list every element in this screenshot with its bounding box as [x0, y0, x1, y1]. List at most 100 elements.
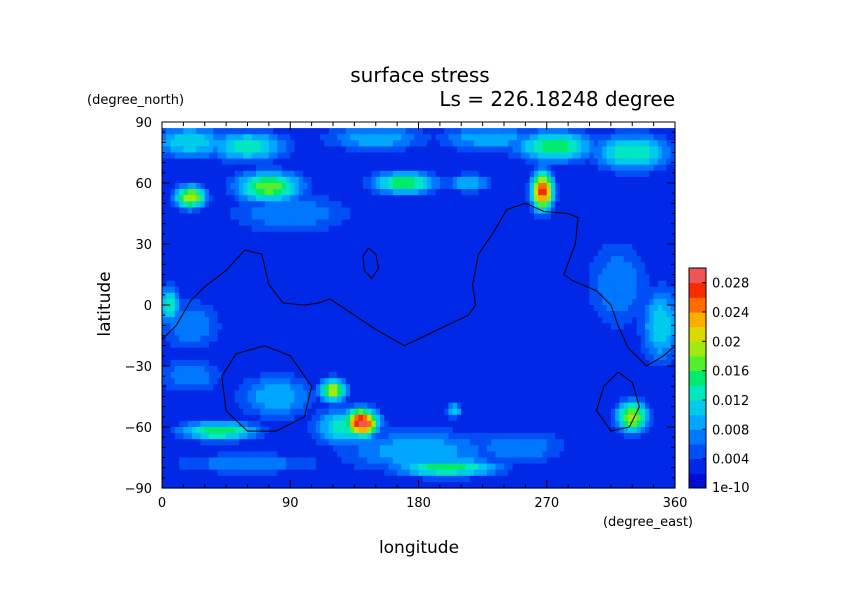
- heatmap-cell: [418, 292, 424, 300]
- heatmap-cell: [414, 152, 420, 160]
- heatmap-cell: [384, 359, 390, 367]
- heatmap-cell: [375, 183, 381, 190]
- heatmap-cell: [209, 359, 214, 367]
- heatmap-cell: [166, 152, 172, 160]
- heatmap-cell: [213, 170, 219, 178]
- heatmap-cell: [636, 176, 642, 184]
- heatmap-cell: [444, 280, 450, 288]
- heatmap-cell: [512, 231, 518, 239]
- heatmap-cell: [260, 237, 266, 245]
- heatmap-cell: [551, 183, 556, 190]
- heatmap-cell: [209, 134, 214, 141]
- heatmap-cell: [521, 268, 526, 276]
- heatmap-cell: [640, 286, 646, 294]
- heatmap-cell: [243, 189, 249, 196]
- heatmap-cell: [414, 311, 420, 318]
- heatmap-cell: [315, 262, 321, 269]
- heatmap-cell: [422, 183, 428, 190]
- heatmap-cell: [298, 225, 304, 233]
- heatmap-cell: [444, 353, 450, 361]
- heatmap-cell: [392, 128, 398, 135]
- heatmap-cell: [593, 268, 599, 276]
- heatmap-cell: [636, 164, 642, 172]
- heatmap-cell: [572, 250, 578, 257]
- heatmap-cell: [559, 335, 565, 343]
- heatmap-cell: [384, 128, 390, 135]
- heatmap-cell: [217, 372, 223, 379]
- heatmap-cell: [640, 280, 646, 288]
- heatmap-cell: [610, 262, 616, 269]
- heatmap-cell: [162, 341, 167, 349]
- heatmap-cell: [298, 195, 304, 202]
- heatmap-cell: [422, 128, 428, 135]
- heatmap-cell: [200, 244, 206, 251]
- heatmap-cell: [427, 366, 432, 373]
- heatmap-cell: [345, 250, 351, 257]
- heatmap-cell: [585, 292, 591, 300]
- heatmap-cell: [435, 329, 441, 337]
- heatmap-cell: [461, 158, 467, 166]
- heatmap-cell: [388, 262, 394, 269]
- heatmap-cell: [397, 231, 402, 239]
- heatmap-cell: [392, 262, 398, 269]
- heatmap-cell: [495, 146, 501, 154]
- heatmap-cell: [589, 298, 595, 306]
- heatmap-cell: [303, 225, 308, 233]
- heatmap-cell: [350, 128, 355, 135]
- heatmap-cell: [191, 250, 197, 257]
- heatmap-cell: [615, 158, 621, 166]
- heatmap-cell: [486, 347, 492, 355]
- heatmap-cell: [653, 207, 659, 215]
- heatmap-cell: [435, 201, 441, 208]
- heatmap-cell: [196, 372, 202, 379]
- heatmap-cell: [183, 317, 189, 324]
- heatmap-cell: [405, 256, 411, 263]
- heatmap-cell: [521, 134, 526, 141]
- heatmap-cell: [264, 372, 270, 379]
- heatmap-cell: [516, 335, 522, 343]
- heatmap-cell: [315, 128, 321, 135]
- heatmap-cell: [179, 213, 184, 221]
- heatmap-cell: [555, 207, 561, 215]
- heatmap-cell: [247, 335, 253, 343]
- heatmap-cell: [234, 164, 240, 172]
- heatmap-cell: [405, 335, 411, 343]
- heatmap-cell: [593, 164, 599, 172]
- heatmap-cell: [294, 298, 300, 306]
- heatmap-cell: [324, 372, 330, 379]
- heatmap-cell: [320, 372, 326, 379]
- heatmap-cell: [247, 341, 253, 349]
- heatmap-cell: [358, 176, 364, 184]
- heatmap-cell: [328, 201, 334, 208]
- heatmap-cell: [461, 176, 467, 184]
- heatmap-cell: [221, 256, 227, 263]
- heatmap-cell: [375, 292, 381, 300]
- heatmap-cell: [345, 372, 351, 379]
- heatmap-cell: [238, 170, 244, 178]
- heatmap-cell: [431, 329, 437, 337]
- heatmap-cell: [388, 256, 394, 263]
- heatmap-cell: [529, 201, 535, 208]
- heatmap-cell: [563, 237, 569, 245]
- heatmap-cell: [529, 250, 535, 257]
- heatmap-cell: [563, 201, 569, 208]
- heatmap-cell: [427, 256, 432, 263]
- heatmap-cell: [465, 189, 471, 196]
- heatmap-cell: [653, 347, 659, 355]
- heatmap-cell: [576, 359, 582, 367]
- heatmap-cell: [414, 335, 420, 343]
- heatmap-cell: [307, 329, 313, 337]
- heatmap-cell: [354, 347, 360, 355]
- heatmap-cell: [452, 256, 458, 263]
- heatmap-cell: [328, 244, 334, 251]
- heatmap-cell: [405, 134, 411, 141]
- heatmap-cell: [657, 292, 663, 300]
- heatmap-cell: [529, 286, 535, 294]
- heatmap-cell: [298, 250, 304, 257]
- heatmap-cell: [474, 201, 479, 208]
- heatmap-cell: [204, 268, 210, 276]
- heatmap-cell: [221, 231, 227, 239]
- heatmap-cell: [495, 359, 501, 367]
- heatmap-cell: [439, 256, 445, 263]
- heatmap-cell: [636, 359, 642, 367]
